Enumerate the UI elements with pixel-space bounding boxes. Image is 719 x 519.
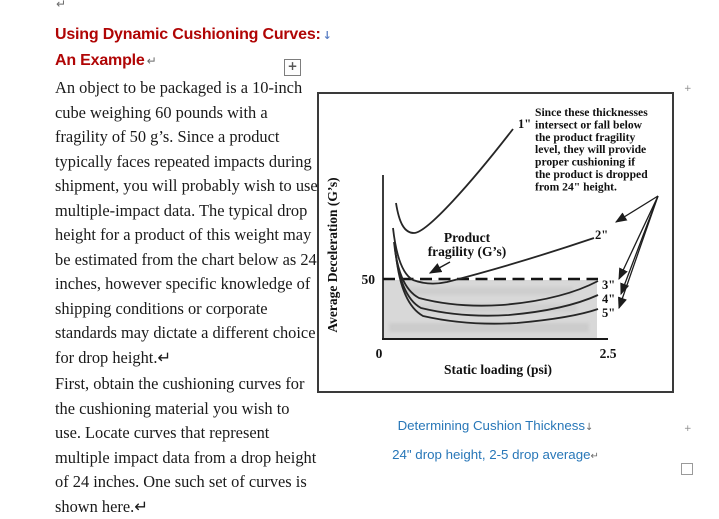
paragraph-mark: ↵ [56,0,67,11]
x-axis-label: Static loading (psi) [444,362,552,377]
caption-line1-text: Determining Cushion Thickness [397,418,586,433]
curve-1in [395,128,514,234]
curve-4in [394,248,599,317]
annotation-line: from 24" height. [535,180,617,193]
annotation-line: Since these thicknesses [535,106,648,119]
body-paragraph-1[interactable]: An object to be packaged is a 10-inch cub… [55,78,318,367]
cushion-curves [392,128,599,325]
curve-2in [392,227,595,285]
caption-line2-text: 24" drop height, 2-5 drop average [392,446,591,462]
object-move-handle-icon[interactable]: + [284,59,301,76]
annotation-arrows [615,195,659,310]
margin-plus-mark-icon: + [684,84,692,94]
x-tick-2-5: 2.5 [600,346,617,361]
curve-3in [393,241,599,307]
margin-square-mark-icon [681,463,693,475]
annotation-line: level, they will provide [535,143,646,156]
annotation-text: Since these thicknesses intersect or fal… [535,106,648,193]
scan-bleed-smudges [389,287,589,332]
figure-caption[interactable]: Determining Cushion Thickness↓ 24" drop … [317,413,674,470]
line-break-mark-icon: ↓ [322,29,332,42]
annotation-line: proper cushioning if [535,156,635,169]
label-1in: 1" [518,117,531,131]
x-tick-0: 0 [376,346,383,361]
fragility-label-line2: fragility (G’s) [428,244,507,259]
y-tick-50: 50 [362,272,376,287]
label-2in: 2" [595,228,608,242]
paragraph-mark-icon: ↵ [146,54,157,68]
margin-plus-mark-icon: + [684,424,692,434]
annotation-line: the product is dropped [535,168,648,181]
label-5in: 5" [602,306,615,320]
caption-line2: 24" drop height, 2-5 drop average↵ [317,442,674,471]
curve-5in [395,254,599,325]
label-4in: 4" [602,292,615,306]
page-title-line2[interactable]: An Example ↵ [55,52,157,70]
label-3in: 3" [602,278,615,292]
y-axis-label: Average Deceleration (G’s) [325,177,340,332]
fragility-pointer-arrow [428,261,451,274]
page-title[interactable]: Using Dynamic Cushioning Curves: ↓ [55,26,332,44]
cushioning-curves-figure[interactable]: Since these thicknesses intersect or fal… [317,92,674,393]
body-paragraph-2[interactable]: First, obtain the cushioning curves for t… [55,374,317,516]
annotation-line: intersect or fall below [535,118,643,131]
figure-border [317,92,674,393]
line-break-mark-icon: ↓ [585,422,594,433]
paragraph-mark-icon: ↵ [590,450,599,462]
fragility-label-line1: Product [444,230,491,245]
caption-line1: Determining Cushion Thickness↓ [317,413,674,442]
heading-line1: Using Dynamic Cushioning Curves: [55,26,321,43]
cushioning-curves-chart: Since these thicknesses intersect or fal… [317,92,674,393]
annotation-line: the product fragility [535,131,635,144]
heading-line2: An Example [55,52,145,69]
